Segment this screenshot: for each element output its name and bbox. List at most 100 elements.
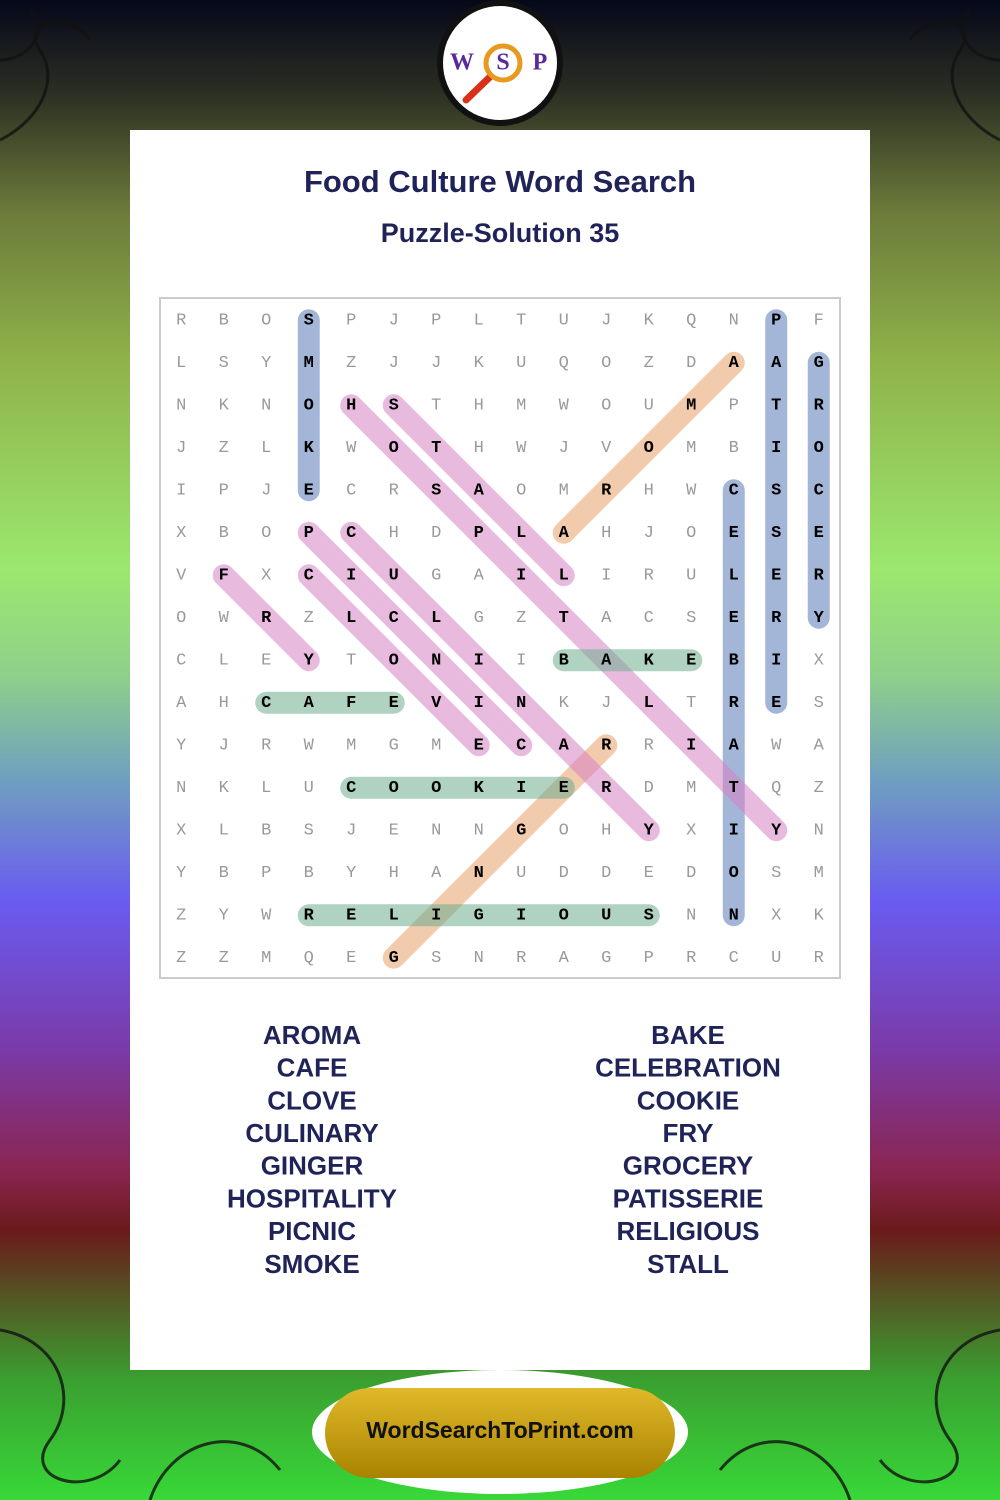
grid-letter: L [261, 439, 271, 458]
grid-letter: D [601, 864, 611, 883]
grid-letter: L [176, 354, 186, 373]
grid-letter: O [686, 524, 696, 543]
grid-letter: H [346, 397, 356, 416]
grid-letter: P [304, 524, 314, 543]
grid-letter: A [559, 737, 570, 756]
grid-letter: O [389, 652, 399, 671]
highlight [552, 351, 745, 544]
grid-letter: L [559, 567, 569, 586]
grid-letter: K [219, 397, 230, 416]
word: RELIGIOUS [616, 1216, 759, 1246]
grid-letter: A [474, 482, 485, 501]
grid-letter: L [261, 779, 271, 798]
grid-letter: V [601, 439, 612, 458]
grid-letter: R [601, 779, 612, 798]
grid-letter: C [389, 609, 399, 628]
grid-letter: R [516, 949, 526, 968]
grid-letter: Y [814, 609, 825, 628]
grid-letter: O [516, 482, 526, 501]
grid-letter: N [176, 397, 186, 416]
ornaments [0, 8, 1000, 1500]
subtitle: Puzzle-Solution 35 [381, 218, 620, 248]
grid-letter: J [346, 822, 356, 841]
grid-letter: C [516, 737, 526, 756]
grid-letter: S [771, 524, 781, 543]
grid-letter: M [686, 397, 696, 416]
grid-letter: O [431, 779, 441, 798]
grid-letter: S [644, 907, 654, 926]
grid-letter: C [814, 482, 824, 501]
grid-letter: G [431, 567, 441, 586]
grid-letter: S [771, 864, 781, 883]
grid-letter: A [474, 567, 485, 586]
grid-letter: K [474, 354, 485, 373]
grid-letter: X [176, 524, 186, 543]
grid-letter: O [304, 397, 314, 416]
grid-letter: I [601, 567, 611, 586]
grid-letter: J [261, 482, 271, 501]
grid-letter: J [601, 312, 611, 331]
grid-letter: C [729, 482, 739, 501]
grid-letter: U [644, 397, 654, 416]
grid-letter: P [346, 312, 356, 331]
grid-letter: J [559, 439, 569, 458]
grid-letter: Y [346, 864, 356, 883]
grid-letter: R [771, 609, 782, 628]
grid-letter: Y [261, 354, 271, 373]
word: GINGER [261, 1151, 364, 1181]
grid-letter: W [346, 439, 357, 458]
grid-letter: I [176, 482, 186, 501]
grid-letter: W [686, 482, 697, 501]
grid-letter: E [729, 524, 739, 543]
grid-letter: D [559, 864, 569, 883]
grid-letter: L [219, 652, 229, 671]
word: FRY [662, 1118, 713, 1148]
grid-letter: A [771, 354, 782, 373]
grid-letter: U [516, 864, 526, 883]
grid-letter: N [474, 864, 484, 883]
grid-letter: L [516, 524, 526, 543]
word: STALL [647, 1249, 729, 1279]
grid-letter: C [346, 779, 356, 798]
word: BAKE [651, 1020, 725, 1050]
word: AROMA [263, 1020, 361, 1050]
grid-letter: I [516, 907, 526, 926]
grid-letter: W [219, 609, 230, 628]
grid-letter: S [304, 822, 314, 841]
grid-letter: P [474, 524, 484, 543]
site-button[interactable]: WordSearchToPrint.com [312, 1370, 688, 1494]
grid-letter: S [304, 312, 314, 331]
grid-letter: H [601, 524, 611, 543]
grid-letter: Y [304, 652, 315, 671]
grid-letter: E [644, 864, 654, 883]
grid-letter: H [474, 439, 484, 458]
grid-letter: G [814, 354, 824, 373]
grid-letter: R [729, 694, 740, 713]
grid-letter: Y [176, 864, 186, 883]
grid-letter: T [771, 397, 781, 416]
grid-letter: A [814, 737, 825, 756]
grid-letter: X [686, 822, 696, 841]
grid-letter: R [261, 609, 272, 628]
grid-letter: C [729, 949, 739, 968]
grid-frame [159, 297, 841, 979]
grid-letter: Q [559, 354, 569, 373]
grid-letter: S [389, 397, 399, 416]
word: CELEBRATION [595, 1053, 781, 1083]
grid-letter: M [516, 397, 526, 416]
grid-letter: I [686, 737, 696, 756]
grid-letter: E [771, 567, 781, 586]
grid-letter: G [601, 949, 611, 968]
word: PATISSERIE [613, 1183, 764, 1213]
grid-letter: Z [516, 609, 526, 628]
site-link[interactable]: WordSearchToPrint.com [366, 1417, 634, 1443]
grid-letter: O [261, 524, 271, 543]
grid-letter: E [559, 779, 569, 798]
grid-letter: O [601, 354, 611, 373]
grid-letter: O [389, 779, 399, 798]
grid-letter: R [176, 312, 186, 331]
grid-letter: M [304, 354, 314, 373]
grid-letter: S [219, 354, 229, 373]
grid-letter: F [814, 312, 824, 331]
